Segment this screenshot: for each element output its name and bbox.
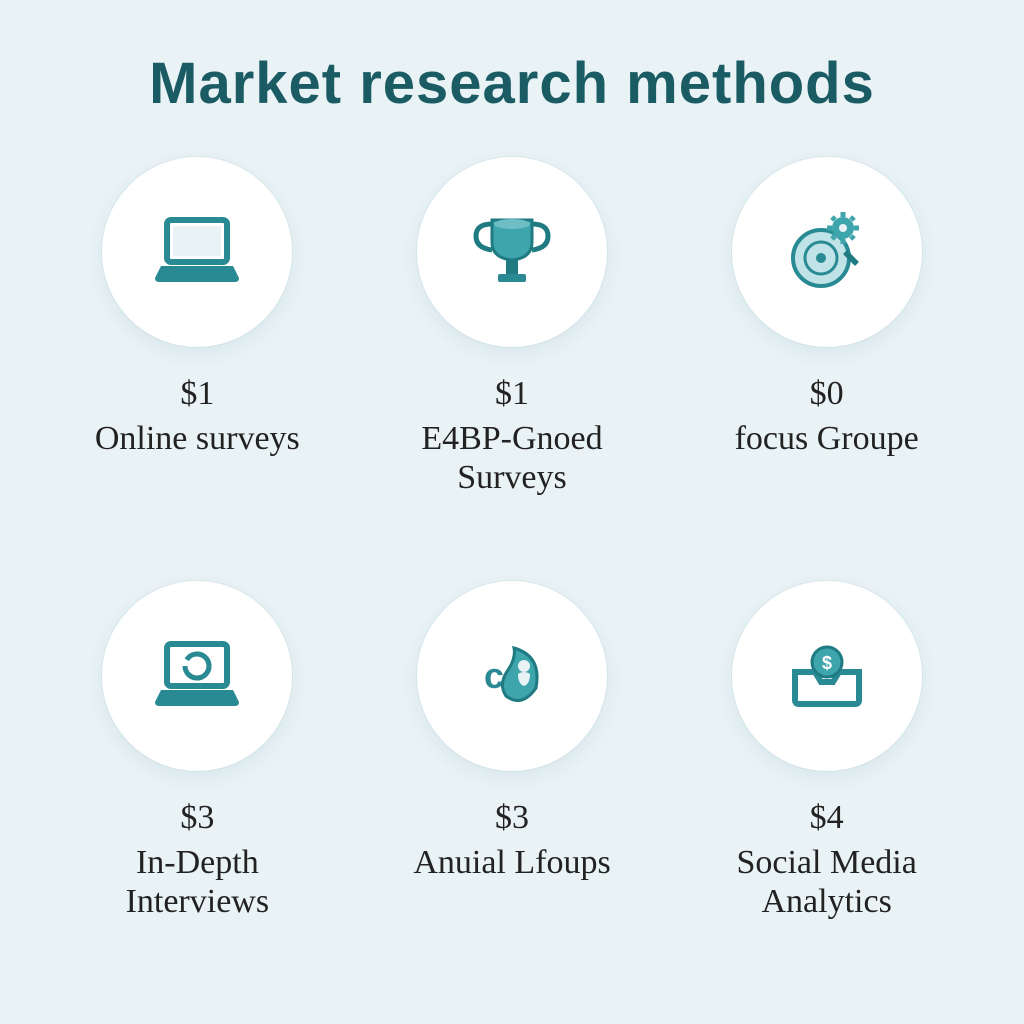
icon-badge [417, 157, 607, 347]
method-label: Online surveys [95, 419, 300, 458]
method-label: Anuial Lfoups [413, 843, 610, 882]
method-price: $1 [180, 375, 214, 413]
svg-text:$: $ [822, 653, 832, 673]
method-card: c $3 Anuial Lfoups [375, 581, 650, 965]
method-label: E4BP-Gnoed Surveys [382, 419, 642, 497]
laptop-cycle-icon [147, 626, 247, 726]
icon-badge [102, 157, 292, 347]
method-price: $0 [810, 375, 844, 413]
inbox-dollar-icon: $ [777, 626, 877, 726]
method-card: $0 focus Groupe [689, 157, 964, 541]
icon-badge [102, 581, 292, 771]
method-card: $1 Online surveys [60, 157, 335, 541]
methods-grid: $1 Online surveys $1 E4BP-Gnoed Surveys [60, 157, 964, 964]
laptop-icon [147, 202, 247, 302]
method-card: $3 In-Depth Interviews [60, 581, 335, 965]
leaf-person-icon: c [462, 626, 562, 726]
method-label: Social Media Analytics [697, 843, 957, 921]
icon-badge [732, 157, 922, 347]
method-price: $1 [495, 375, 529, 413]
page-title: Market research methods [60, 50, 964, 117]
gear-target-icon [777, 202, 877, 302]
method-price: $4 [810, 799, 844, 837]
method-card: $1 E4BP-Gnoed Surveys [375, 157, 650, 541]
infographic-page: Market research methods $1 Online survey… [0, 0, 1024, 1024]
method-card: $ $4 Social Media Analytics [689, 581, 964, 965]
method-label: focus Groupe [735, 419, 919, 458]
trophy-icon [462, 202, 562, 302]
method-price: $3 [180, 799, 214, 837]
icon-badge: $ [732, 581, 922, 771]
icon-badge: c [417, 581, 607, 771]
method-price: $3 [495, 799, 529, 837]
svg-text:c: c [484, 655, 504, 696]
method-label: In-Depth Interviews [67, 843, 327, 921]
